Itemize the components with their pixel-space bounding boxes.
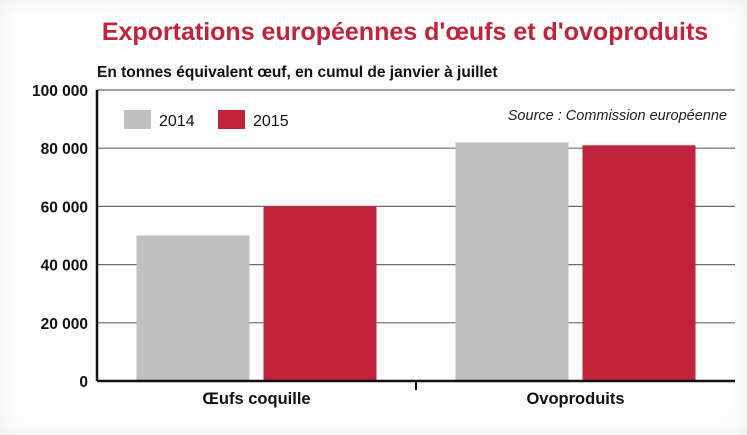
axes: [95, 90, 735, 390]
legend-swatch-2014: [124, 110, 151, 129]
legend-label-2014: 2014: [159, 113, 195, 130]
source-note: Source : Commission européenne: [508, 108, 727, 124]
x-category-label: Œufs coquille: [202, 390, 310, 408]
x-category-labels: Œufs coquille Ovoproduits: [202, 390, 624, 408]
bar-2014-2: [455, 142, 569, 381]
bar-2014-1: [136, 235, 250, 381]
y-tick-label: 100 000: [32, 83, 88, 100]
legend-swatch-2015: [218, 110, 245, 129]
legend-label-2015: 2015: [253, 113, 289, 130]
y-tick-label: 80 000: [41, 141, 88, 158]
y-tick-label: 40 000: [41, 258, 88, 275]
y-tick-label: 60 000: [41, 199, 88, 216]
bar-2015-1: [263, 206, 377, 381]
legend: 2014 2015: [124, 110, 289, 130]
y-tick-label: 20 000: [41, 316, 88, 333]
bar-2015-2: [582, 145, 696, 381]
bars: [136, 142, 696, 381]
chart-title: Exportations européennes d'œufs et d'ovo…: [102, 18, 708, 46]
chart-subtitle: En tonnes équivalent œuf, en cumul de ja…: [97, 64, 498, 81]
x-category-label: Ovoproduits: [526, 390, 624, 408]
y-tick-labels: 0 20 000 40 000 60 000 80 000 100 000: [32, 83, 88, 391]
y-tick-label: 0: [79, 374, 88, 391]
